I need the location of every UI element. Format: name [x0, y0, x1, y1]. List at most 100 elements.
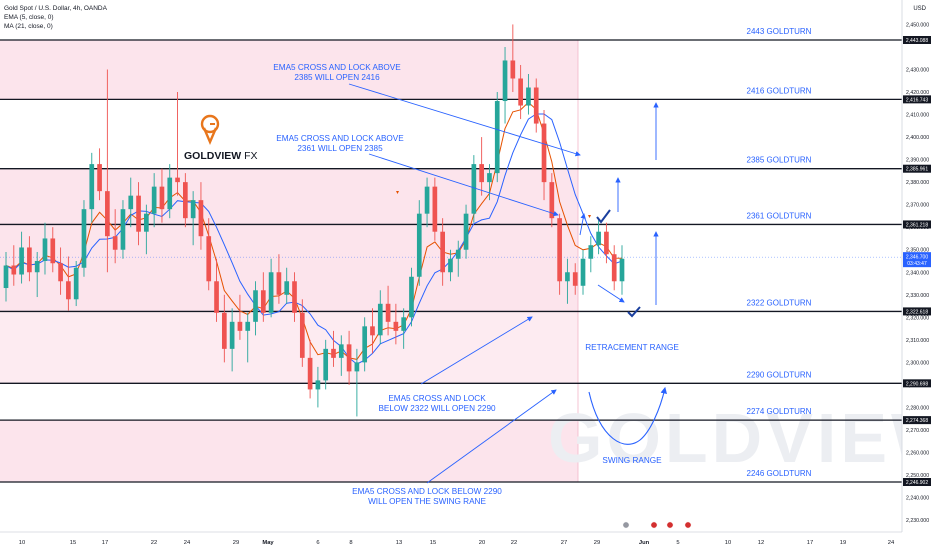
candle-body: [533, 87, 539, 124]
candle-body: [183, 182, 188, 219]
candle-body: [448, 258, 453, 273]
candle-body: [354, 362, 360, 372]
candle-body: [260, 290, 266, 313]
candle-body: [175, 177, 180, 183]
goldturn-label: 2416 GOLDTURN: [747, 86, 812, 95]
candle-body: [229, 321, 235, 349]
candle-body: [237, 321, 243, 331]
candle-layer: [3, 24, 625, 417]
x-tick-label: 24: [888, 540, 895, 546]
candle-body: [393, 321, 399, 331]
candle-body: [214, 281, 219, 313]
price-tag-text: 2,361.218: [906, 222, 928, 228]
price-tag: [903, 307, 931, 316]
y-tick-label: 2,450.000: [906, 22, 929, 28]
retracement-range-label: RETRACEMENT RANGE: [585, 343, 679, 352]
event-icon: [684, 521, 692, 529]
candle-body: [167, 177, 173, 210]
candle-body: [487, 173, 492, 183]
event-icon: [622, 521, 630, 529]
x-tick-label: 19: [840, 540, 846, 546]
annotation-2361-2385: EMA5 CROSS AND LOCK ABOVE 2361 WILL OPEN …: [276, 134, 404, 153]
candle-body: [120, 209, 126, 250]
candle-body: [580, 258, 586, 286]
annotation-2290-swing: EMA5 CROSS AND LOCK BELOW 2290 WILL OPEN …: [352, 487, 502, 506]
brand-watermark: GOLDVIEW FX: [548, 399, 932, 477]
candle-body: [105, 191, 110, 237]
ema-legend[interactable]: EMA (5, close, 0): [4, 14, 54, 21]
x-tick-label: 13: [396, 540, 402, 546]
candle-body: [81, 209, 87, 268]
logo-mark: [200, 114, 220, 134]
candle-body: [549, 182, 555, 219]
y-tick-label: 2,400.000: [906, 135, 929, 141]
candle-body: [331, 348, 336, 358]
candle-body: [3, 265, 9, 289]
candle-body: [604, 231, 609, 255]
x-tick-label: 6: [316, 540, 319, 546]
candle-body: [338, 344, 344, 358]
down-arrow-recent: [597, 284, 625, 303]
candle-body: [128, 195, 134, 210]
candle-body: [401, 317, 407, 331]
candle-body: [206, 236, 212, 282]
x-tick-label: 22: [511, 540, 517, 546]
candle-body: [97, 164, 102, 192]
zone-2322-2290: [0, 311, 578, 384]
candle-body: [245, 321, 251, 331]
candle-body: [432, 186, 438, 232]
candle-body: [315, 380, 321, 390]
y-tick-label: 2,230.000: [906, 518, 929, 524]
logo-pin: [202, 127, 218, 146]
logo-layer: GOLDVIEW FX: [184, 114, 258, 162]
annotation-2385-2416: EMA5 CROSS AND LOCK ABOVE 2385 WILL OPEN …: [273, 63, 401, 82]
candle-body: [144, 213, 149, 232]
candle-body: [73, 267, 79, 300]
candle-body: [112, 236, 118, 250]
x-tick-label: 17: [102, 540, 108, 546]
chart-legend: Gold Spot / U.S. Dollar, 4h, OANDA EMA (…: [4, 4, 107, 31]
candle-body: [572, 272, 578, 286]
price-tag-text: 2,290.698: [906, 381, 928, 387]
price-tag-text: 2,443.088: [906, 38, 928, 44]
price-tag-text: 2,274.368: [906, 418, 928, 424]
y-tick-label: 2,270.000: [906, 428, 929, 434]
candle-body: [11, 265, 17, 275]
signal-marker: ▾: [396, 190, 399, 196]
candle-body: [19, 247, 24, 275]
y-tick-label: 2,380.000: [906, 180, 929, 186]
up-arrow-recent: [579, 213, 586, 236]
currency-label: USD: [913, 6, 926, 12]
x-tick-label: 12: [758, 540, 764, 546]
price-tag: [903, 95, 931, 104]
candle-body: [307, 357, 313, 390]
y-tick-label: 2,280.000: [906, 405, 929, 411]
candle-body: [159, 186, 165, 210]
y-tick-label: 2,350.000: [906, 248, 929, 254]
candle-body: [565, 272, 570, 282]
y-tick-label: 2,330.000: [906, 293, 929, 299]
candle-body: [284, 281, 290, 295]
goldturn-label: 2246 GOLDTURN: [747, 469, 812, 478]
candle-body: [346, 344, 352, 372]
candle-body: [510, 60, 516, 79]
price-tag: [903, 36, 931, 44]
candle-body: [198, 200, 204, 237]
candle-body: [66, 281, 71, 300]
candle-body: [50, 238, 56, 264]
x-tick-label: 20: [479, 540, 485, 546]
ma21-line: [5, 113, 623, 365]
symbol-title[interactable]: Gold Spot / U.S. Dollar, 4h, OANDA: [4, 5, 107, 12]
current-price-text: 2,346.700: [906, 255, 928, 261]
y-tick-label: 2,260.000: [906, 450, 929, 456]
candle-body: [190, 200, 196, 219]
zones-layer: [0, 40, 579, 482]
price-tag: [903, 478, 931, 486]
annotation-2322-2290: EMA5 CROSS AND LOCK BELOW 2322 WILL OPEN …: [378, 394, 496, 413]
candle-body: [416, 213, 422, 277]
y-tick-label: 2,320.000: [906, 315, 929, 321]
ma-legend[interactable]: MA (21, close, 0): [4, 23, 53, 30]
arrow-2290: [426, 389, 557, 484]
